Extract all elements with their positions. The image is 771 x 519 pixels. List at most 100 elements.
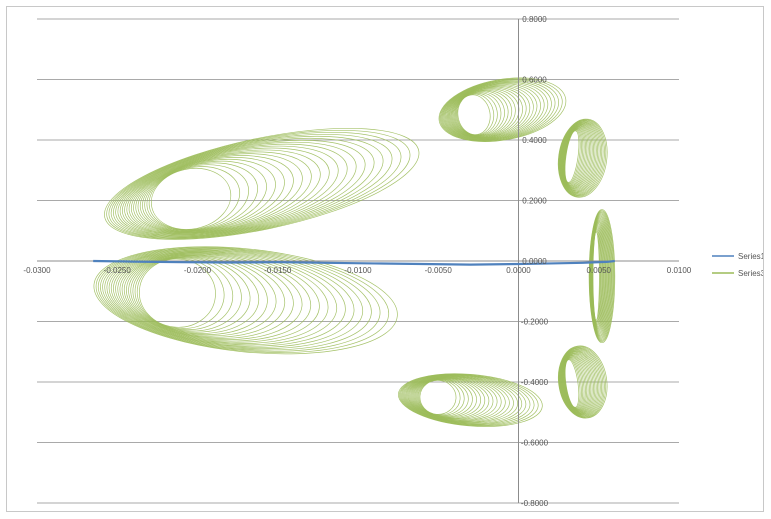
x-tick-label: -0.0150 (264, 266, 292, 275)
x-tick-label: -0.0100 (344, 266, 372, 275)
series3-loop (132, 257, 242, 332)
tick-labels: -0.0300 -0.0250 -0.0200 -0.0150 -0.0100 -0.00… (23, 15, 691, 508)
x-tick-label: -0.0300 (23, 266, 51, 275)
series3-loop (113, 135, 384, 238)
series3-loop (410, 377, 494, 420)
y-tick-label: -0.4000 (521, 378, 549, 387)
series3-loop (411, 377, 490, 420)
series3-loop (126, 255, 268, 336)
series3-loop (110, 251, 329, 344)
series3-loop (419, 379, 457, 415)
series3-loop (448, 86, 527, 139)
series3-loop (121, 143, 348, 236)
series3-loop (104, 249, 355, 348)
series3-loop (95, 247, 390, 353)
y-tick-label: 0.6000 (522, 76, 547, 85)
y-tick-label: 0.4000 (522, 136, 547, 145)
series3-loop (557, 345, 608, 419)
series3-loop (128, 149, 321, 234)
series3-loop (134, 257, 234, 331)
series3-loop (399, 373, 539, 427)
series3-loop (106, 129, 411, 240)
series3-loop (407, 376, 506, 422)
series3-loop (138, 258, 216, 328)
series3-loop (128, 255, 260, 334)
series3-loop (148, 166, 241, 231)
series3-loop (441, 80, 556, 141)
series3-loop (412, 377, 486, 419)
series3-loop (405, 375, 514, 423)
series3-loop (416, 379, 469, 417)
series3-loop (136, 258, 225, 329)
series3-loop (104, 127, 420, 240)
series3-loop (126, 147, 330, 235)
series3-loop (409, 376, 498, 421)
series3-loop (97, 247, 381, 352)
legend: Series1 Series3 (712, 252, 766, 278)
series3-loop (93, 246, 398, 355)
x-tick-label: 0.0100 (667, 266, 692, 275)
series3-loop (557, 118, 608, 198)
series3-loop (418, 379, 461, 416)
series3-loop (130, 256, 251, 333)
series3-loop (113, 251, 320, 343)
series3-loop (452, 89, 513, 137)
series3-loop (117, 253, 303, 341)
series3-loop (139, 159, 276, 232)
series3-loop (401, 374, 531, 426)
series3-loop (457, 94, 491, 136)
chart-frame: -0.0300 -0.0250 -0.0200 -0.0150 -0.0100 -0.00… (6, 6, 766, 512)
series1-line (93, 259, 615, 266)
series3-loop (454, 92, 502, 136)
series3-loop (456, 93, 495, 136)
series3-loop (408, 376, 502, 422)
series3-loop (130, 151, 312, 234)
series3-loop (404, 375, 519, 424)
series3-loop (453, 90, 509, 137)
series3-loop (451, 88, 516, 138)
series3-loop (110, 133, 393, 239)
series3-loop (444, 83, 541, 140)
series3-loop (446, 84, 534, 139)
series3-loop (455, 92, 498, 136)
y-tick-label: -0.2000 (521, 318, 549, 327)
series3-loop (402, 374, 527, 425)
series3-loop (100, 248, 372, 351)
series1-curve (93, 259, 615, 266)
series3-loop (119, 141, 357, 236)
series3-loop (444, 82, 545, 140)
x-tick-label: -0.0050 (425, 266, 453, 275)
series3-loop (439, 78, 563, 142)
series3-loop (146, 164, 250, 231)
series3-loop (124, 145, 339, 235)
series3-loop (102, 248, 364, 350)
series3-loop (144, 162, 258, 231)
series3-loop (117, 139, 366, 237)
x-tick-label: -0.0250 (104, 266, 132, 275)
series3-loop (135, 155, 294, 233)
series3-loop (414, 378, 477, 418)
y-tick-label: -0.8000 (521, 499, 549, 508)
series3-loop (123, 254, 277, 337)
series3-loop (133, 153, 303, 233)
series3-loop (398, 373, 543, 427)
series3-loop (442, 80, 552, 141)
series3-loop (438, 77, 567, 142)
series3-loop (400, 374, 535, 426)
x-tick-label: 0.0050 (587, 266, 612, 275)
x-tick-label: 0.0000 (506, 266, 531, 275)
series3-loop (119, 253, 294, 339)
series3-loop (108, 131, 402, 239)
series3-loop (588, 209, 616, 344)
series3-loop (440, 79, 560, 142)
series3-loop (449, 87, 523, 138)
x-tick-label: -0.0200 (184, 266, 212, 275)
series3-loop (115, 137, 375, 237)
series3-loop (121, 254, 286, 338)
series3-loop (115, 252, 312, 342)
series3-loop (137, 157, 285, 233)
legend-label-series1: Series1 (738, 252, 763, 261)
series3-loop (403, 375, 523, 424)
y-tick-label: 0.0000 (522, 257, 547, 266)
series3-curves (93, 77, 616, 427)
